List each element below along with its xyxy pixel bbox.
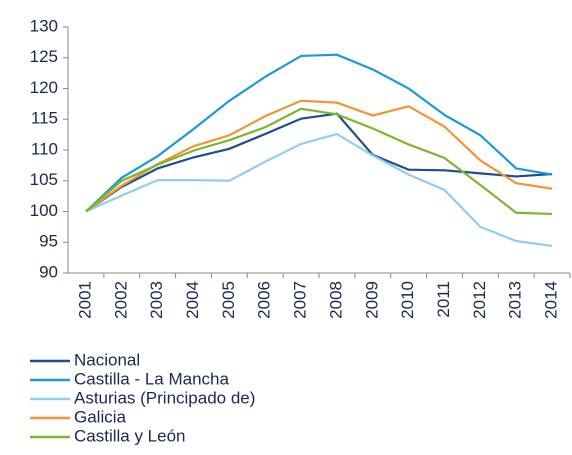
- y-tick-label: 130: [30, 16, 58, 35]
- y-tick-label: 95: [39, 232, 58, 251]
- series-line: [85, 107, 553, 216]
- y-tick-label: 115: [31, 109, 58, 128]
- x-tick-label: 2006: [255, 281, 274, 319]
- y-tick-label: 110: [31, 139, 58, 158]
- x-tick-label: 2012: [470, 281, 489, 319]
- x-tick-label: 2007: [291, 281, 310, 319]
- legend-label: Asturias (Principado de): [74, 388, 255, 407]
- series-line: [85, 132, 553, 248]
- y-tick-label: 120: [30, 78, 58, 97]
- x-tick-label: 2005: [219, 281, 238, 319]
- legend-label: Castilla y León: [74, 426, 186, 445]
- y-tick-label: 125: [30, 47, 58, 66]
- y-tick-label: 105: [30, 170, 58, 189]
- x-tick-label: 2002: [111, 281, 130, 319]
- series-line: [85, 53, 553, 213]
- x-tick-label: 2003: [147, 281, 166, 319]
- y-tick-label: 90: [39, 262, 58, 281]
- x-tick-label: 2011: [434, 281, 453, 318]
- x-tick-label: 2008: [326, 281, 345, 319]
- x-tick-label: 2001: [75, 281, 94, 319]
- legend-label: Nacional: [74, 350, 140, 369]
- y-tick-label: 100: [30, 201, 58, 220]
- x-tick-label: 2013: [506, 281, 525, 319]
- x-tick-label: 2014: [542, 281, 561, 319]
- series-line: [85, 99, 553, 213]
- legend-label: Galicia: [74, 407, 127, 426]
- x-tick-label: 2004: [183, 281, 202, 319]
- legend-label: Castilla - La Mancha: [74, 369, 230, 388]
- x-tick-label: 2009: [362, 281, 381, 319]
- x-tick-label: 2010: [398, 281, 417, 319]
- series-line: [85, 112, 553, 213]
